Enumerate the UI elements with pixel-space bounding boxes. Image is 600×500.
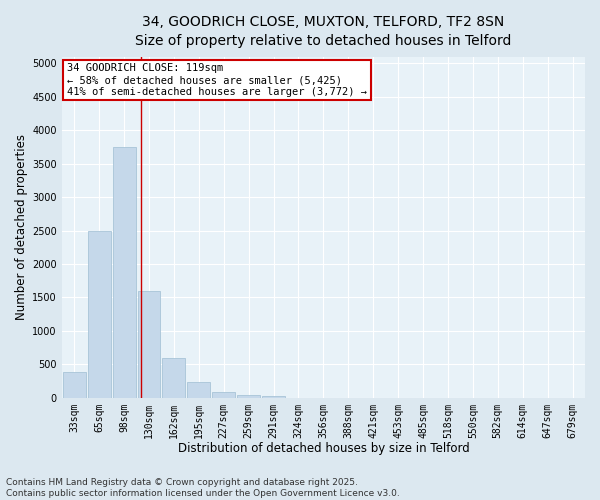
Y-axis label: Number of detached properties: Number of detached properties — [15, 134, 28, 320]
Bar — [163, 358, 185, 398]
Bar — [63, 372, 86, 398]
Bar — [187, 382, 210, 398]
Bar — [137, 290, 160, 398]
Bar — [237, 394, 260, 398]
Text: 34 GOODRICH CLOSE: 119sqm
← 58% of detached houses are smaller (5,425)
41% of se: 34 GOODRICH CLOSE: 119sqm ← 58% of detac… — [67, 64, 367, 96]
X-axis label: Distribution of detached houses by size in Telford: Distribution of detached houses by size … — [178, 442, 469, 455]
Text: Contains HM Land Registry data © Crown copyright and database right 2025.
Contai: Contains HM Land Registry data © Crown c… — [6, 478, 400, 498]
Bar — [113, 147, 136, 398]
Bar — [262, 396, 285, 398]
Title: 34, GOODRICH CLOSE, MUXTON, TELFORD, TF2 8SN
Size of property relative to detach: 34, GOODRICH CLOSE, MUXTON, TELFORD, TF2… — [135, 15, 512, 48]
Bar — [88, 230, 110, 398]
Bar — [212, 392, 235, 398]
